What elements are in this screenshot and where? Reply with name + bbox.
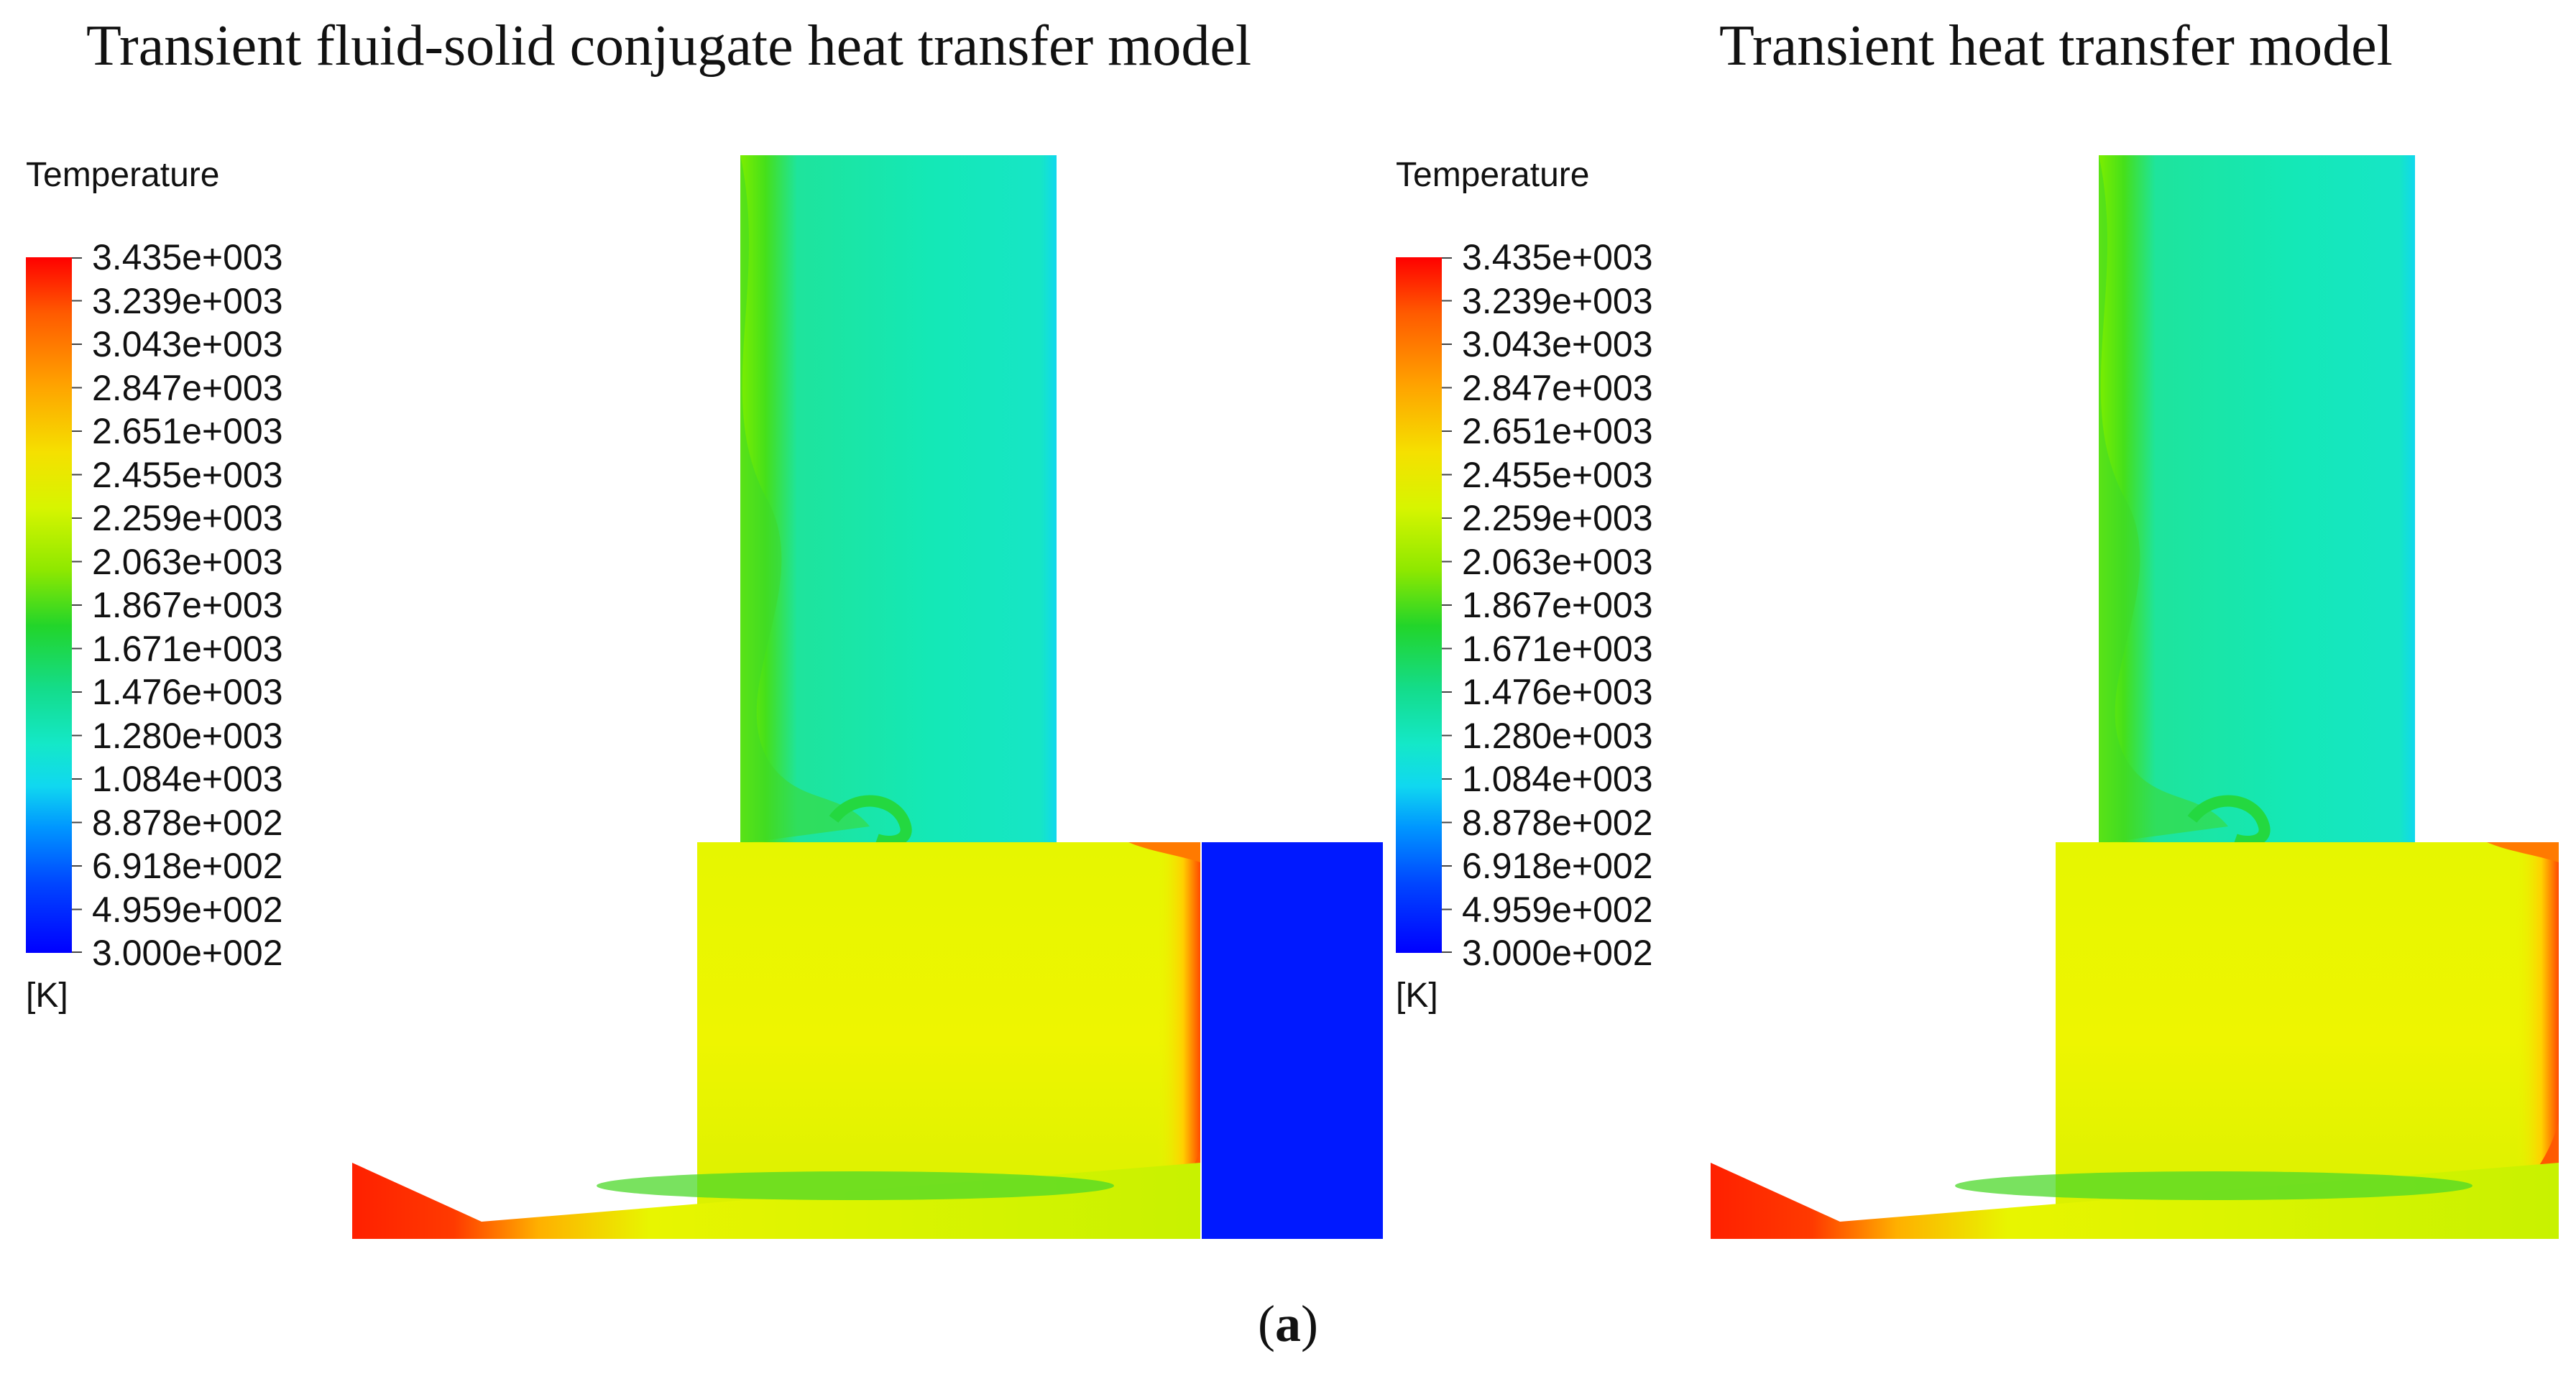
- legend-label: 3.239e+003: [92, 280, 283, 321]
- duct-vortex: [2187, 795, 2271, 847]
- legend-label: 4.959e+002: [1462, 889, 1653, 930]
- legend-label: 3.043e+003: [1462, 324, 1653, 364]
- legend-label: 1.476e+003: [1462, 672, 1653, 712]
- legend-title: Temperature: [1396, 156, 1590, 194]
- legend-unit: [K]: [1396, 977, 1438, 1015]
- legend-label: 1.867e+003: [92, 585, 283, 625]
- legend-label: 3.435e+003: [92, 237, 283, 277]
- temperature-contour-right: [1711, 155, 2559, 1239]
- legend-label: 8.878e+002: [92, 802, 283, 843]
- legend-label: 2.063e+003: [1462, 541, 1653, 582]
- legend-label: 1.084e+003: [1462, 759, 1653, 799]
- legend-label: 2.259e+003: [1462, 498, 1653, 538]
- figure-caption: (a): [0, 1298, 2576, 1350]
- lower-channel-cool-streak: [597, 1171, 1114, 1200]
- caption-open: (: [1258, 1295, 1275, 1352]
- legend-label: 2.455e+003: [1462, 454, 1653, 495]
- legend-label: 3.239e+003: [1462, 280, 1653, 321]
- legend-label: 2.651e+003: [1462, 411, 1653, 451]
- lower-channel-cool-streak: [1955, 1171, 2472, 1200]
- panel-title-right: Transient heat transfer model: [1719, 14, 2393, 78]
- legend-colorbar: [26, 257, 72, 953]
- legend-label: 4.959e+002: [92, 889, 283, 930]
- caption-letter: a: [1275, 1295, 1301, 1352]
- legend-label: 2.455e+003: [92, 454, 283, 495]
- legend-label: 1.280e+003: [1462, 715, 1653, 756]
- duct-wake-band: [740, 155, 870, 844]
- upper-duct-region: [740, 155, 1057, 844]
- legend-labels: 3.435e+003 3.239e+003 3.043e+003 2.847e+…: [92, 239, 365, 971]
- legend-ticks: [72, 257, 82, 953]
- legend-labels: 3.435e+003 3.239e+003 3.043e+003 2.847e+…: [1462, 239, 1735, 971]
- legend-ticks: [1442, 257, 1452, 953]
- legend-label: 6.918e+002: [92, 846, 283, 886]
- legend-label: 3.000e+002: [92, 933, 283, 973]
- legend-label: 2.651e+003: [92, 411, 283, 451]
- legend-left: Temperature 3.435e+003 3.239e+003 3.043e…: [26, 158, 371, 1049]
- upper-duct-region: [2099, 155, 2415, 844]
- legend-label: 6.918e+002: [1462, 846, 1653, 886]
- legend-label: 1.867e+003: [1462, 585, 1653, 625]
- legend-label: 3.000e+002: [1462, 933, 1653, 973]
- duct-wake-band: [2099, 155, 2228, 844]
- legend-label: 2.847e+003: [92, 367, 283, 408]
- legend-label: 2.259e+003: [92, 498, 283, 538]
- solid-block-region: [1202, 842, 1383, 1239]
- legend-colorbar: [1396, 257, 1442, 953]
- chamber-top-edge: [1128, 842, 1200, 862]
- legend-unit: [K]: [26, 977, 68, 1015]
- legend-label: 1.476e+003: [92, 672, 283, 712]
- duct-vortex: [829, 795, 912, 847]
- legend-label: 1.671e+003: [92, 628, 283, 669]
- legend-title: Temperature: [26, 156, 220, 194]
- caption-close: ): [1301, 1295, 1318, 1352]
- legend-label: 2.847e+003: [1462, 367, 1653, 408]
- panel-title-left: Transient fluid-solid conjugate heat tra…: [86, 14, 1252, 78]
- legend-right: Temperature 3.435e+003 3.239e+003 3.043e…: [1396, 158, 1741, 1049]
- legend-label: 3.435e+003: [1462, 237, 1653, 277]
- legend-label: 1.084e+003: [92, 759, 283, 799]
- legend-label: 3.043e+003: [92, 324, 283, 364]
- legend-label: 1.280e+003: [92, 715, 283, 756]
- legend-label: 2.063e+003: [92, 541, 283, 582]
- chamber-top-edge: [2487, 842, 2559, 862]
- legend-label: 8.878e+002: [1462, 802, 1653, 843]
- temperature-contour-left: [352, 155, 1383, 1239]
- legend-label: 1.671e+003: [1462, 628, 1653, 669]
